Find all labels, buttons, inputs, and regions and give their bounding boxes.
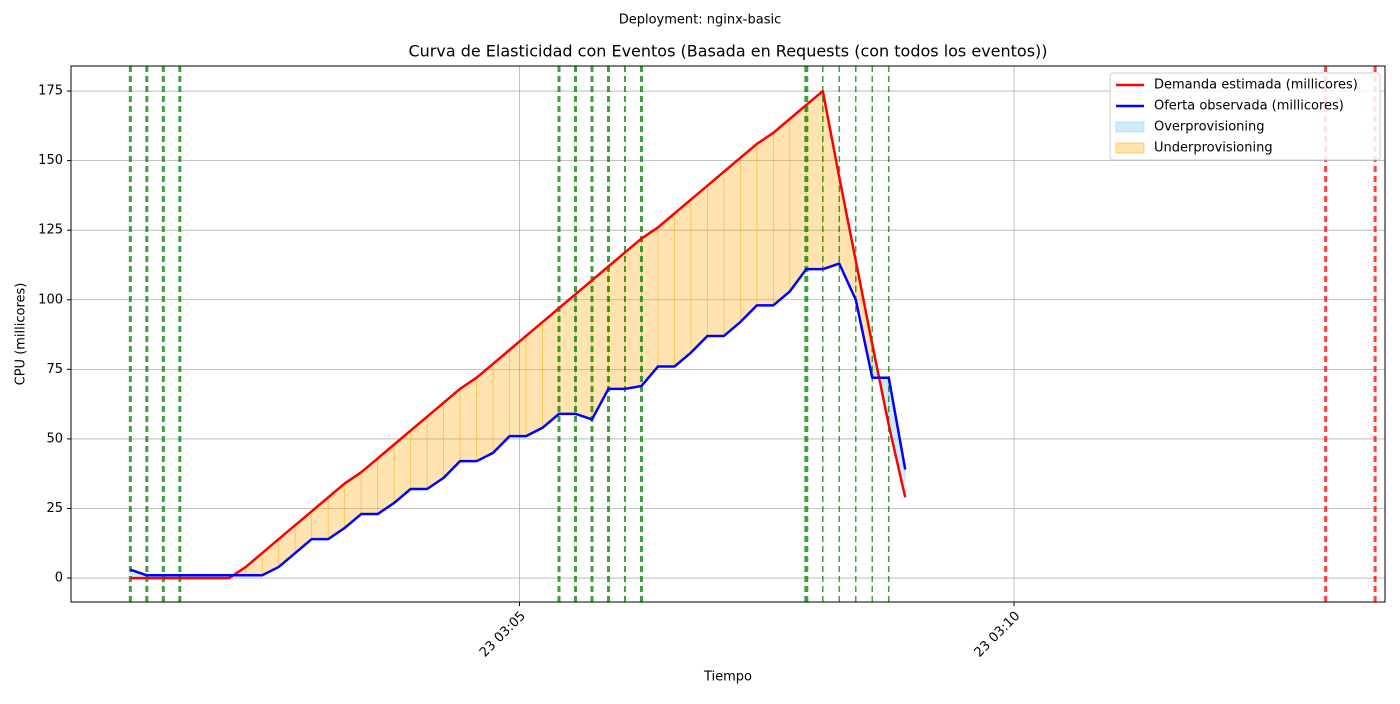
fill-area (542, 307, 560, 429)
legend-label: Oferta observada (millicores) (1154, 99, 1344, 114)
fill-area (706, 170, 725, 337)
y-tick-label: 75 (46, 362, 63, 377)
legend-label: Underprovisioning (1154, 141, 1273, 156)
fill-area (641, 226, 659, 388)
fill-area (772, 118, 791, 307)
fill-area (509, 335, 527, 437)
legend: Demanda estimada (millicores) Oferta obse… (1109, 72, 1381, 161)
y-tick-label: 50 (46, 431, 63, 446)
fill-area (690, 184, 708, 354)
y-tick-label: 175 (38, 84, 63, 99)
suptitle: Deployment: nginx-basic (619, 13, 782, 28)
y-tick-label: 100 (38, 292, 63, 307)
fill-area (525, 321, 543, 437)
legend-label: Demanda estimada (millicores) (1154, 78, 1358, 93)
x-tick-label: 23 03:05 (477, 609, 529, 661)
y-tick-label: 125 (38, 223, 63, 238)
legend-label: Overprovisioning (1154, 120, 1265, 135)
fill-area (459, 376, 477, 462)
y-tick-label: 150 (38, 153, 63, 168)
x-axis-label: Tiempo (703, 670, 752, 685)
fill-area (822, 90, 840, 270)
legend-box (1109, 72, 1381, 161)
fill-area (805, 90, 824, 270)
fill-area (624, 237, 642, 390)
fill-area (476, 362, 494, 462)
series-line (129, 262, 907, 577)
fill-area (591, 265, 609, 420)
fill-area (608, 251, 626, 390)
fill-area (789, 104, 807, 293)
fill-area (657, 212, 675, 367)
y-tick-label: 25 (46, 501, 63, 516)
legend-swatch (1115, 121, 1145, 133)
chart-title: Curva de Elasticidad con Eventos (Basada… (408, 42, 1047, 61)
x-tick-label: 23 03:10 (972, 609, 1024, 661)
fill-area (723, 156, 741, 337)
series-line (130, 89, 907, 580)
fill-area (558, 293, 576, 415)
legend-swatch (1115, 142, 1145, 154)
fill-area (739, 143, 758, 324)
y-tick-label: 0 (55, 571, 63, 586)
fill-area (756, 132, 774, 306)
fill-area (674, 198, 692, 368)
fill-area (575, 279, 593, 420)
plot-frame (70, 65, 1386, 603)
y-axis-label: CPU (millicores) (14, 283, 29, 386)
